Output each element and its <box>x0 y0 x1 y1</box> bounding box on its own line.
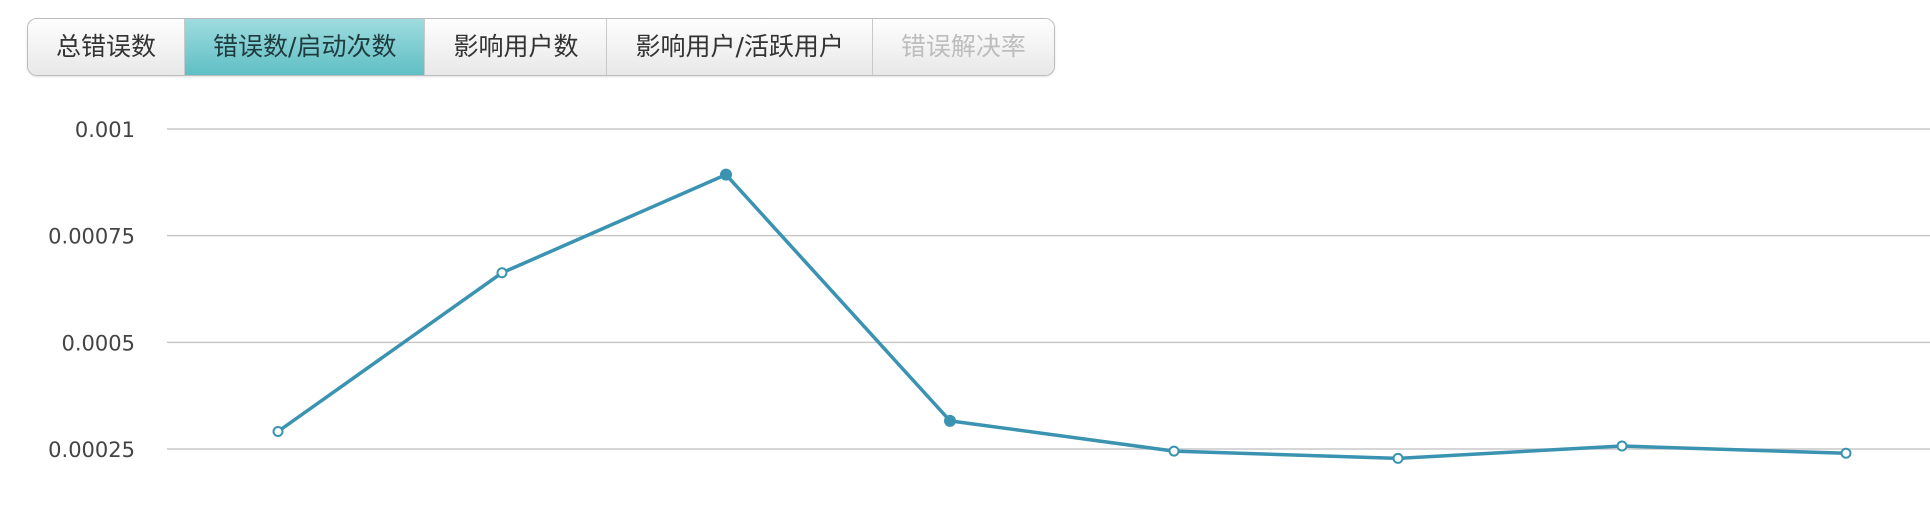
y-tick-label: 0.00025 <box>48 438 135 462</box>
data-point[interactable] <box>272 426 284 438</box>
tab-errors-per-launch[interactable]: 错误数/启动次数 <box>185 19 426 75</box>
data-point[interactable] <box>1392 452 1404 464</box>
data-point[interactable] <box>944 414 956 427</box>
series-line <box>276 172 1847 461</box>
tab-total-errors[interactable]: 总错误数 <box>28 19 186 75</box>
data-point[interactable] <box>720 168 732 181</box>
y-tick-label: 0.00075 <box>48 225 135 249</box>
data-point[interactable] <box>1840 447 1852 459</box>
data-point[interactable] <box>496 267 508 279</box>
grid-lines <box>167 128 1930 450</box>
y-axis-ticks: 0.001 0.00075 0.0005 0.00025 <box>48 118 135 462</box>
y-tick-label: 0.0005 <box>62 331 135 355</box>
data-point[interactable] <box>1168 445 1180 457</box>
tab-affected-per-active-users[interactable]: 影响用户/活跃用户 <box>607 19 873 75</box>
tab-affected-users[interactable]: 影响用户数 <box>425 19 608 75</box>
y-tick-label: 0.001 <box>75 118 135 142</box>
metric-tab-bar: 总错误数 错误数/启动次数 影响用户数 影响用户/活跃用户 错误解决率 <box>27 18 1055 76</box>
tab-error-resolution-rate: 错误解决率 <box>872 19 1054 75</box>
series-layer <box>272 168 1852 464</box>
data-point[interactable] <box>1616 440 1628 452</box>
